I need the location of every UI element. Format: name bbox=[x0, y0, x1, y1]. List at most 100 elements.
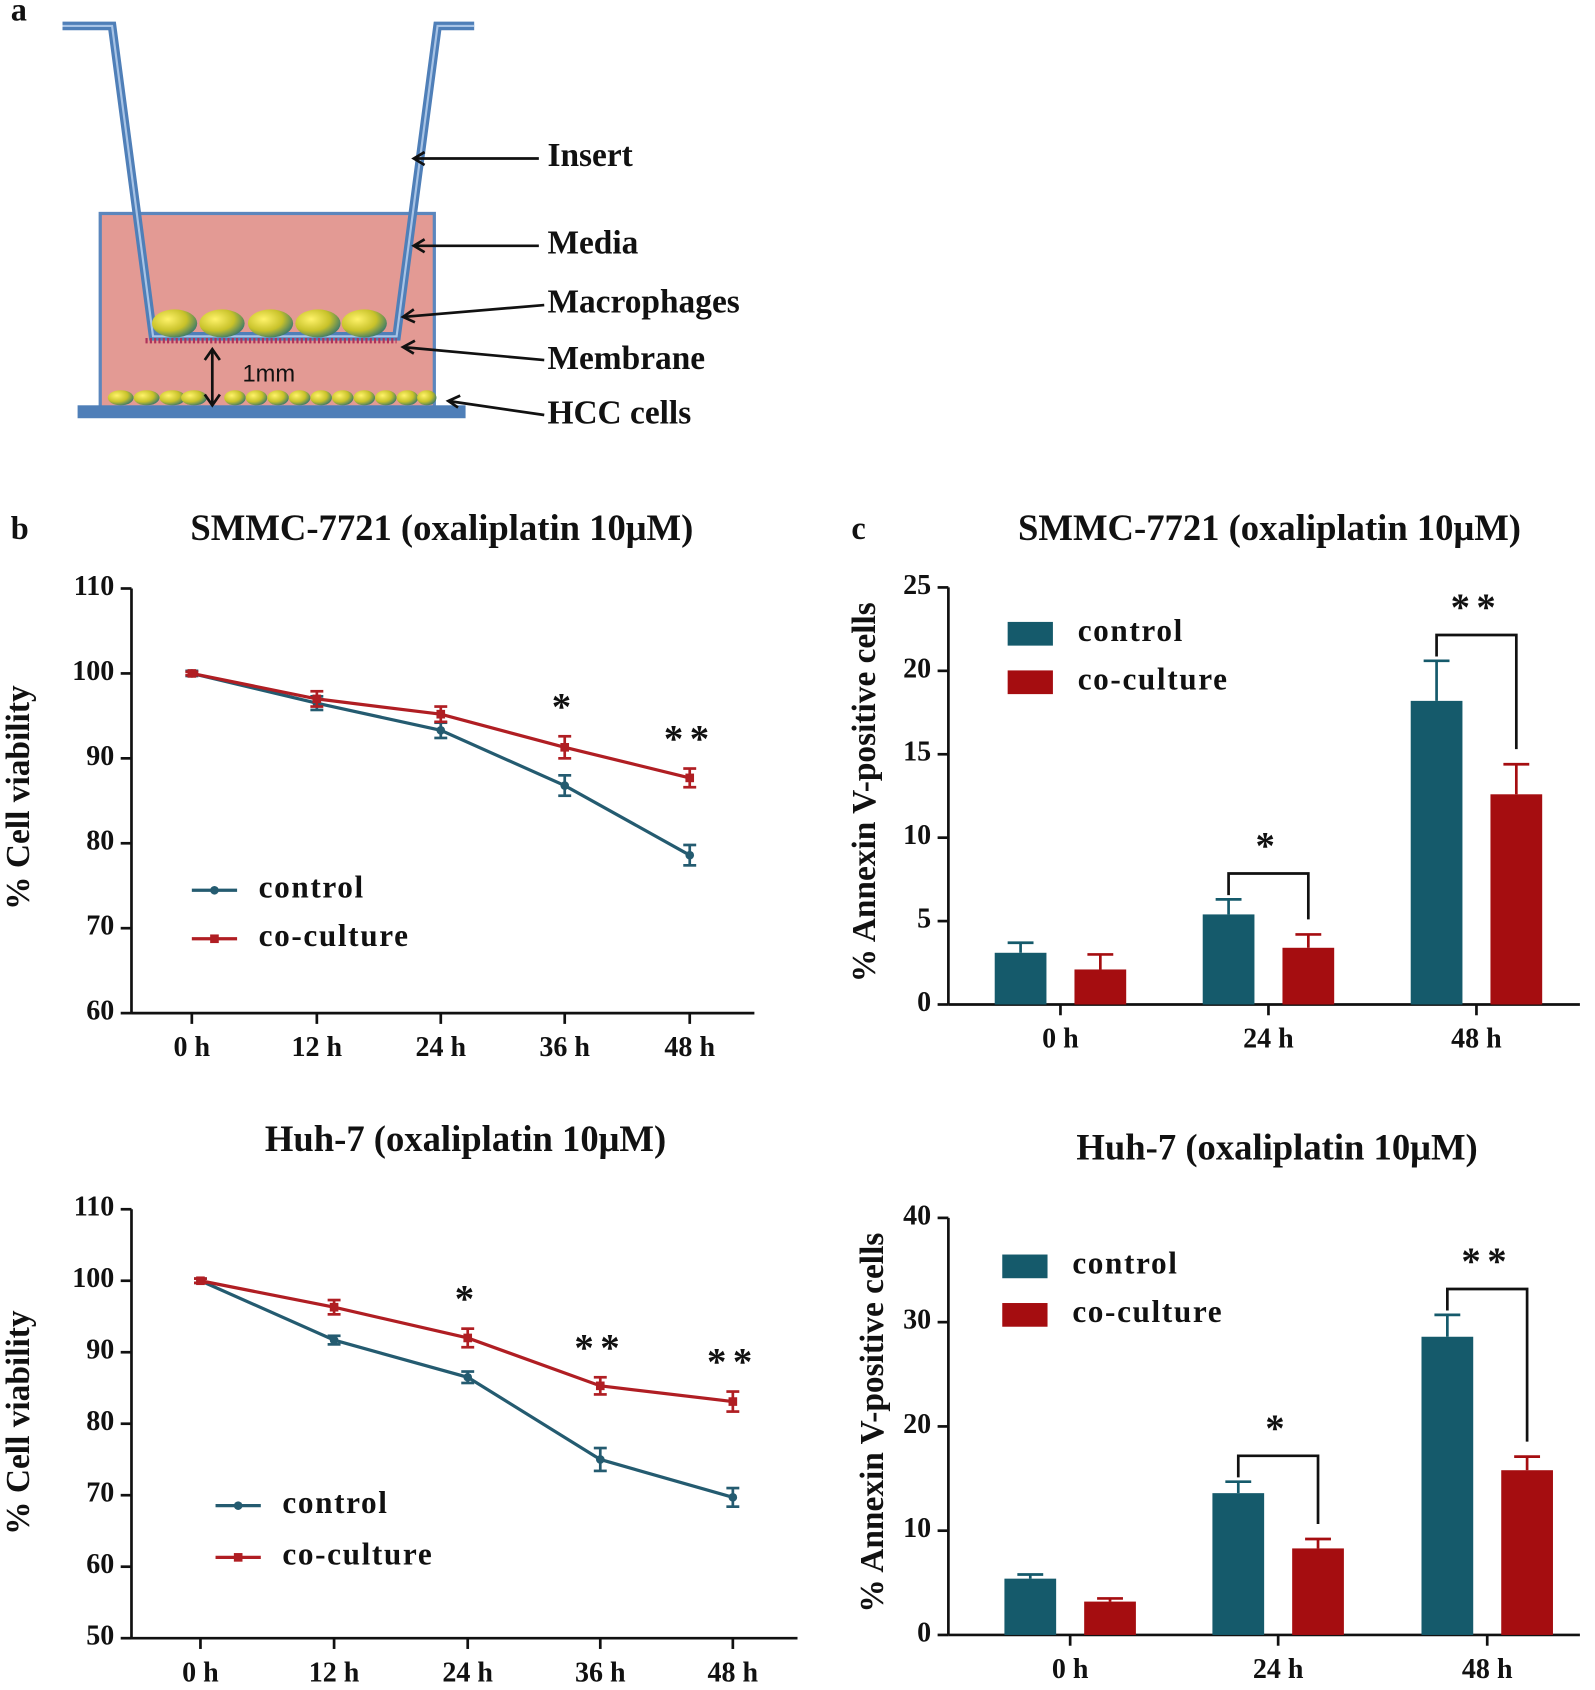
bar bbox=[1004, 1578, 1057, 1635]
significance-bracket bbox=[1435, 633, 1518, 750]
y-tick-label: 0 bbox=[917, 987, 931, 1018]
data-point bbox=[329, 1302, 339, 1312]
x-tick-label: 48 h bbox=[708, 1657, 759, 1688]
error-bar bbox=[1423, 659, 1450, 701]
error-bar bbox=[1225, 1480, 1252, 1494]
y-tick-label: 60 bbox=[86, 996, 114, 1027]
y-tick-label: 50 bbox=[86, 1621, 114, 1652]
bar bbox=[1410, 700, 1463, 1005]
x-tick-label: 48 h bbox=[664, 1032, 715, 1063]
error-bar bbox=[1305, 1537, 1331, 1549]
data-point bbox=[436, 709, 446, 719]
y-tick-label: 15 bbox=[903, 737, 931, 768]
legend-swatch bbox=[1007, 670, 1053, 695]
significance-bracket bbox=[1236, 1454, 1320, 1524]
significance: ** bbox=[574, 1326, 626, 1369]
y-tick-label: 80 bbox=[86, 1406, 114, 1437]
x-tick-label: 24 h bbox=[442, 1657, 493, 1688]
legend-marker bbox=[210, 934, 219, 944]
legend-label: co-culture bbox=[1078, 661, 1229, 696]
error-bar bbox=[1295, 933, 1322, 948]
y-tick-label: 0 bbox=[917, 1617, 931, 1648]
y-tick-label: 5 bbox=[917, 904, 931, 935]
legend-label: co-culture bbox=[259, 918, 410, 953]
x-tick-label: 12 h bbox=[292, 1032, 343, 1063]
error-bar bbox=[1017, 1573, 1044, 1579]
panel-label: c bbox=[851, 510, 865, 546]
data-point bbox=[187, 669, 197, 678]
legend-label: control bbox=[1078, 613, 1184, 648]
y-tick-label: 80 bbox=[86, 826, 114, 857]
diagram-label: Membrane bbox=[547, 340, 705, 377]
x-tick-label: 0 h bbox=[174, 1032, 211, 1063]
x-tick-label: 48 h bbox=[1462, 1654, 1513, 1685]
x-tick-label: 24 h bbox=[415, 1032, 466, 1063]
y-tick-label: 20 bbox=[903, 1409, 931, 1440]
legend-marker bbox=[233, 1553, 243, 1562]
significance: * bbox=[455, 1278, 481, 1321]
y-axis-label: % Cell viability bbox=[0, 1310, 37, 1535]
chart-title: Huh-7 (oxaliplatin 10μM) bbox=[1076, 1126, 1477, 1167]
data-point bbox=[463, 1372, 473, 1382]
y-tick-label: 30 bbox=[903, 1305, 931, 1336]
data-point bbox=[595, 1455, 605, 1464]
legend-swatch bbox=[1002, 1254, 1048, 1279]
error-bar bbox=[1514, 1455, 1541, 1471]
data-line bbox=[191, 671, 691, 857]
y-tick-label: 70 bbox=[86, 911, 114, 942]
distance-label: 1mm bbox=[242, 361, 295, 387]
y-axis-label: % Annexin V-positive cells bbox=[846, 602, 883, 982]
legend-swatch bbox=[1002, 1303, 1048, 1327]
y-tick-label: 100 bbox=[72, 1263, 114, 1294]
x-tick-label: 24 h bbox=[1253, 1654, 1304, 1685]
significance: * bbox=[552, 685, 578, 728]
bar bbox=[1084, 1601, 1136, 1635]
legend-swatch bbox=[1007, 621, 1053, 646]
y-tick-label: 20 bbox=[903, 653, 931, 684]
significance-bracket bbox=[1227, 872, 1310, 920]
x-tick-label: 0 h bbox=[1052, 1654, 1089, 1685]
chart-title: SMMC-7721 (oxaliplatin 10μM) bbox=[190, 507, 693, 548]
transwell-diagram: 1mm Insert Media Macrophages Membrane HC… bbox=[62, 21, 740, 432]
significance: ** bbox=[1461, 1240, 1513, 1283]
legend-label: control bbox=[1072, 1246, 1178, 1281]
bar bbox=[1282, 947, 1335, 1005]
y-tick-label: 25 bbox=[903, 570, 931, 601]
diagram-label: Insert bbox=[547, 137, 632, 174]
bar bbox=[994, 952, 1047, 1005]
y-axis-label: % Cell viability bbox=[0, 685, 37, 910]
x-tick-label: 36 h bbox=[539, 1032, 590, 1063]
legend-label: co-culture bbox=[1072, 1294, 1223, 1329]
error-bar bbox=[1007, 941, 1034, 953]
data-point bbox=[685, 773, 695, 783]
bar bbox=[1292, 1548, 1344, 1635]
x-tick-label: 48 h bbox=[1451, 1024, 1502, 1055]
diagram-label: Media bbox=[547, 224, 638, 261]
bar bbox=[1421, 1336, 1474, 1635]
bar bbox=[1501, 1470, 1553, 1635]
y-tick-label: 100 bbox=[72, 656, 114, 687]
y-tick-label: 110 bbox=[74, 1192, 114, 1223]
panel-label: b bbox=[11, 510, 29, 546]
legend-marker bbox=[233, 1501, 243, 1510]
data-point bbox=[728, 1397, 738, 1406]
data-point bbox=[595, 1381, 605, 1391]
error-bar bbox=[1215, 898, 1242, 915]
data-point bbox=[436, 726, 446, 735]
panel-label: a bbox=[11, 0, 27, 27]
legend-marker bbox=[210, 885, 219, 895]
y-tick-label: 10 bbox=[903, 820, 931, 851]
diagram-label: HCC cells bbox=[547, 395, 691, 432]
data-point bbox=[196, 1276, 205, 1286]
error-bar bbox=[1087, 953, 1114, 970]
y-tick-label: 40 bbox=[903, 1200, 931, 1231]
y-tick-label: 70 bbox=[86, 1478, 114, 1509]
y-tick-label: 90 bbox=[86, 741, 114, 772]
legend-label: control bbox=[282, 1485, 388, 1520]
data-point bbox=[685, 850, 695, 860]
significance: ** bbox=[1451, 586, 1503, 629]
data-point bbox=[329, 1335, 339, 1345]
significance: ** bbox=[664, 718, 716, 761]
x-tick-label: 0 h bbox=[182, 1657, 219, 1688]
